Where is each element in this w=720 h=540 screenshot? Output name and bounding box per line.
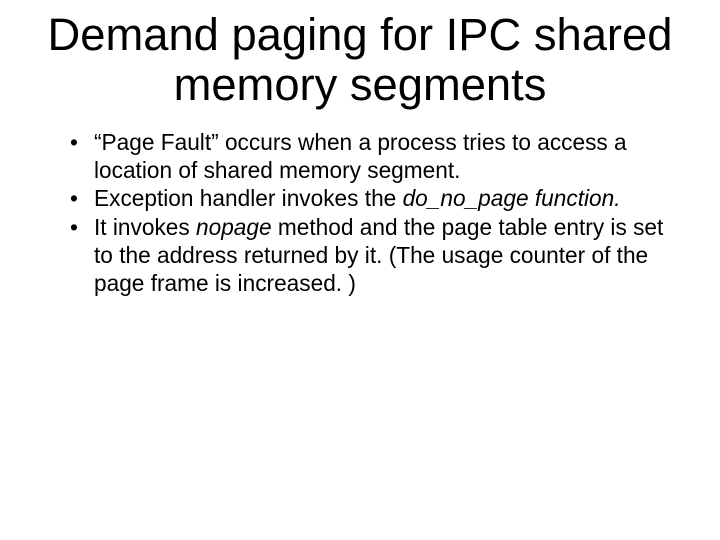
bullet-text-run: do_no_page function. <box>403 185 621 211</box>
bullet-item: It invokes nopage method and the page ta… <box>70 213 670 298</box>
bullet-text-run: “Page Fault” occurs when a process tries… <box>94 129 627 183</box>
bullet-text-run: It invokes <box>94 214 196 240</box>
slide: Demand paging for IPC shared memory segm… <box>0 0 720 540</box>
bullet-item: Exception handler invokes the do_no_page… <box>70 184 670 212</box>
slide-title: Demand paging for IPC shared memory segm… <box>40 10 680 110</box>
bullet-item: “Page Fault” occurs when a process tries… <box>70 128 670 185</box>
bullet-list: “Page Fault” occurs when a process tries… <box>40 128 680 298</box>
bullet-text-run: Exception handler invokes the <box>94 185 403 211</box>
bullet-text-run: nopage <box>196 214 272 240</box>
